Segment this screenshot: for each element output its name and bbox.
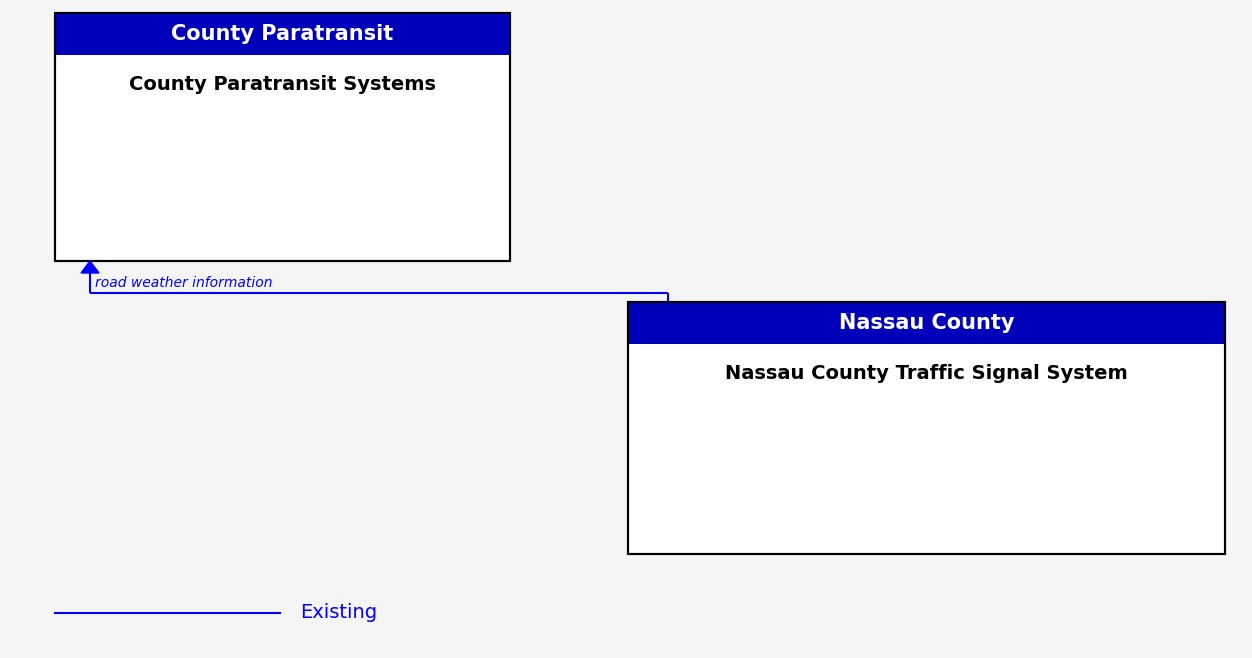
Text: County Paratransit Systems: County Paratransit Systems bbox=[129, 75, 436, 94]
Text: Existing: Existing bbox=[300, 603, 377, 622]
Text: Nassau County: Nassau County bbox=[839, 313, 1014, 333]
Text: Nassau County Traffic Signal System: Nassau County Traffic Signal System bbox=[725, 364, 1128, 383]
Bar bbox=[55, 13, 510, 261]
Polygon shape bbox=[81, 261, 99, 273]
Bar bbox=[55, 13, 510, 55]
Bar bbox=[55, 13, 510, 261]
Text: County Paratransit: County Paratransit bbox=[172, 24, 393, 44]
Bar bbox=[629, 302, 1224, 344]
Bar bbox=[629, 302, 1224, 554]
Bar bbox=[629, 302, 1224, 554]
Text: road weather information: road weather information bbox=[95, 276, 273, 290]
